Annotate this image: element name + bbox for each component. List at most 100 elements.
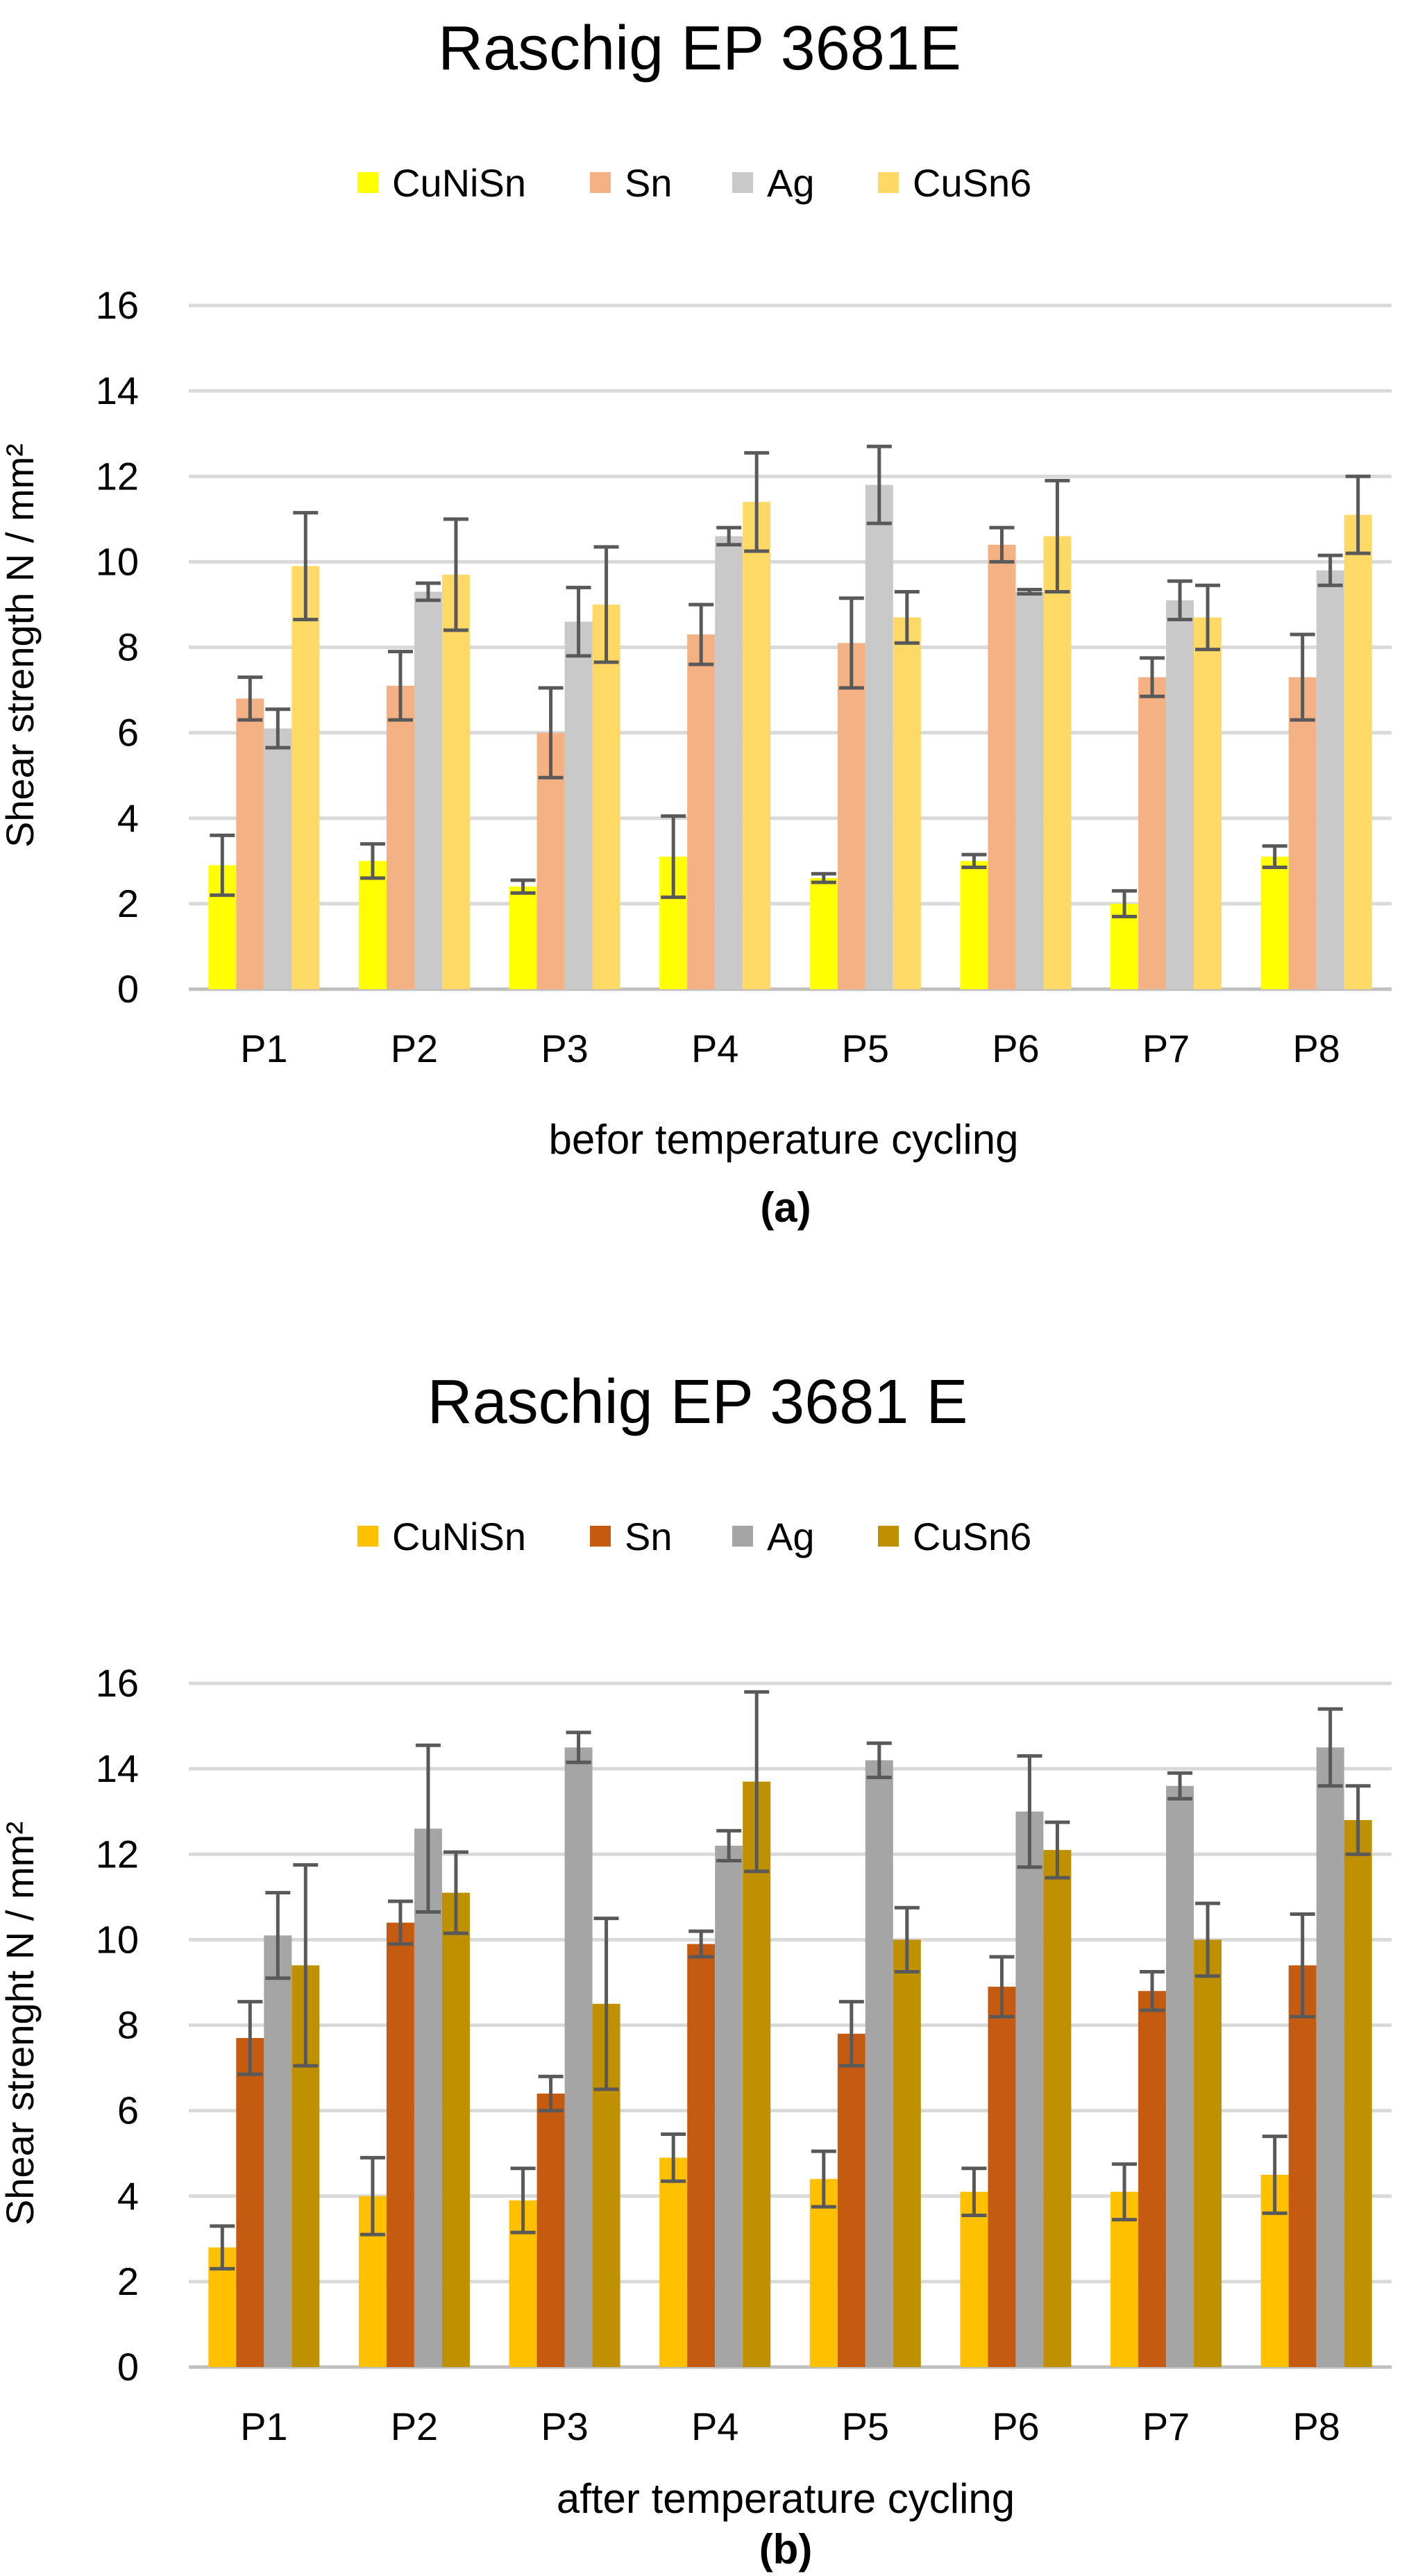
bar-a-sn-p5 <box>837 643 865 989</box>
legend-a-label-cunisn: CuNiSn <box>392 161 526 205</box>
y-tick-label-a: 12 <box>96 454 139 498</box>
bar-b-cusn6-p7 <box>1194 1939 1222 2367</box>
x-tick-label-b: P8 <box>1292 2405 1340 2448</box>
error-bar-a-ag-p4 <box>716 525 742 547</box>
bar-b-cusn6-p5 <box>893 1939 921 2367</box>
error-bar-a-sn-p4 <box>688 603 714 666</box>
chart-a-y-ticks: 0 2 4 6 8 10 12 14 16 <box>96 283 139 1011</box>
error-bar-b-cusn6-p1 <box>293 1863 319 2068</box>
y-tick-label-a: 2 <box>117 882 139 925</box>
bar-a-ag-p5 <box>865 485 893 989</box>
bar-a-sn-p7 <box>1138 677 1167 989</box>
chart-panel-b: Raschig EP 3681 E CuNiSn Sn Ag CuSn6 0 2 4… <box>0 1288 1411 2575</box>
bar-b-ag-p1 <box>264 1935 292 2367</box>
bar-b-sn-p3 <box>536 2094 565 2367</box>
bar-b-sn-p2 <box>386 1922 414 2367</box>
error-bar-b-cusn6-p2 <box>443 1850 468 1935</box>
error-bar-a-ag-p6 <box>1017 587 1042 596</box>
chart-b-title: Raschig EP 3681 E <box>428 1367 968 1437</box>
bar-a-cunisn-p2 <box>358 861 387 989</box>
error-bar-a-cunisn-p4 <box>661 814 686 900</box>
error-bar-b-sn-p8 <box>1290 1912 1315 2019</box>
error-bar-b-cunisn-p4 <box>661 2132 686 2183</box>
x-tick-label-b: P2 <box>391 2405 439 2448</box>
bar-b-sn-p4 <box>687 1944 716 2367</box>
bar-b-ag-p2 <box>414 1828 442 2367</box>
error-bar-a-cunisn-p5 <box>811 872 836 884</box>
chart-b-panel-label: (b) <box>759 2526 813 2573</box>
bar-b-cusn6-p6 <box>1043 1850 1072 2367</box>
error-bar-a-cunisn-p8 <box>1262 844 1287 870</box>
bar-a-cunisn-p3 <box>509 886 537 989</box>
bar-a-ag-p2 <box>414 591 442 989</box>
bar-b-cunisn-p6 <box>960 2191 988 2367</box>
bar-a-cusn6-p5 <box>893 617 921 989</box>
bar-a-cunisn-p5 <box>809 877 838 989</box>
bar-b-ag-p4 <box>715 1845 743 2367</box>
chart-a-x-axis-label: befor temperature cycling <box>549 1116 1019 1163</box>
error-bar-b-ag-p1 <box>265 1891 291 1980</box>
bar-a-ag-p8 <box>1316 570 1344 989</box>
bar-a-sn-p6 <box>988 544 1016 989</box>
bar-a-sn-p1 <box>236 698 264 989</box>
y-tick-label-b: 4 <box>117 2174 139 2218</box>
bar-a-cusn6-p1 <box>292 566 320 989</box>
error-bar-a-ag-p8 <box>1317 553 1343 587</box>
y-tick-label-b: 2 <box>117 2259 139 2303</box>
error-bar-a-sn-p2 <box>387 650 413 722</box>
x-tick-label-a: P1 <box>240 1027 288 1070</box>
bar-a-sn-p8 <box>1288 677 1317 989</box>
bar-b-cusn6-p2 <box>441 1892 470 2367</box>
bar-b-ag-p3 <box>564 1747 593 2367</box>
error-bar-b-cusn6-p4 <box>744 1690 770 1874</box>
legend-a-swatch-cunisn <box>357 172 378 193</box>
legend-a-label-sn: Sn <box>625 161 673 205</box>
error-bar-a-cusn6-p2 <box>443 517 468 632</box>
error-bar-b-ag-p4 <box>716 1828 742 1862</box>
y-tick-label-a: 16 <box>96 283 139 327</box>
bar-b-ag-p6 <box>1015 1811 1044 2367</box>
error-bar-a-cunisn-p7 <box>1112 889 1138 918</box>
error-bar-b-sn-p2 <box>387 1899 413 1946</box>
x-tick-label-b: P5 <box>842 2405 890 2448</box>
y-tick-label-a: 14 <box>96 369 139 412</box>
error-bar-b-sn-p3 <box>538 2074 564 2113</box>
error-bar-b-cusn6-p8 <box>1345 1784 1371 1856</box>
legend-a-swatch-cusn6 <box>878 172 899 193</box>
bar-b-cusn6-p8 <box>1344 1820 1372 2367</box>
bar-a-ag-p6 <box>1015 591 1044 989</box>
chart-a-legend: CuNiSn Sn Ag CuSn6 <box>357 161 1031 205</box>
chart-b-svg: Raschig EP 3681 E CuNiSn Sn Ag CuSn6 0 2 4… <box>0 1367 1392 2573</box>
bar-b-sn-p5 <box>837 2033 865 2367</box>
error-bar-b-cunisn-p7 <box>1112 2162 1138 2222</box>
bar-a-cusn6-p2 <box>441 574 470 989</box>
error-bar-b-ag-p2 <box>415 1743 441 1914</box>
y-tick-label-b: 8 <box>117 2003 139 2047</box>
error-bar-a-ag-p1 <box>265 707 291 750</box>
error-bar-a-cusn6-p4 <box>744 451 770 553</box>
legend-b-label-sn: Sn <box>625 1515 673 1558</box>
x-tick-label-a: P8 <box>1292 1027 1340 1070</box>
bar-b-cunisn-p5 <box>809 2179 838 2367</box>
error-bar-a-sn-p3 <box>538 686 564 780</box>
bar-b-sn-p6 <box>988 1987 1016 2367</box>
legend-a-label-cusn6: CuSn6 <box>913 161 1031 205</box>
error-bar-b-ag-p5 <box>866 1741 892 1779</box>
y-tick-label-b: 14 <box>96 1746 139 1790</box>
error-bar-b-ag-p8 <box>1317 1707 1343 1788</box>
legend-b-swatch-cusn6 <box>878 1526 899 1547</box>
y-tick-label-b: 12 <box>96 1832 139 1876</box>
bar-a-cusn6-p4 <box>743 502 771 989</box>
y-tick-label-b: 6 <box>117 2089 139 2132</box>
bar-a-ag-p1 <box>264 728 292 989</box>
bar-a-sn-p4 <box>687 634 716 989</box>
error-bar-a-cusn6-p6 <box>1045 478 1070 594</box>
error-bar-a-sn-p5 <box>838 596 864 690</box>
error-bar-a-cunisn-p2 <box>360 842 385 880</box>
error-bar-b-cusn6-p5 <box>894 1905 920 1974</box>
chart-a-title: Raschig EP 3681E <box>438 14 961 83</box>
error-bar-a-cusn6-p8 <box>1345 474 1371 555</box>
chart-b-bars <box>208 1747 1372 2367</box>
x-tick-label-b: P6 <box>992 2405 1040 2448</box>
error-bar-a-cunisn-p1 <box>210 833 235 898</box>
